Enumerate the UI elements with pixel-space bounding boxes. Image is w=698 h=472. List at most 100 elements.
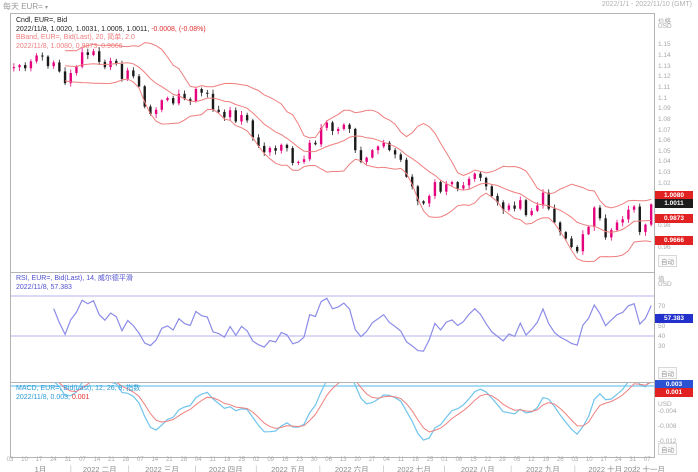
day-tick-label: 06 [325,457,332,463]
month-separator: | [382,464,385,472]
auto-scale-button[interactable]: 自动 [658,255,677,267]
price-tick-label: 1.02 [658,179,671,187]
price-tick-label: 0.98 [658,222,671,230]
price-axis-unit: USD [658,23,672,30]
pane-separator[interactable] [11,272,654,273]
auto-scale-button[interactable]: 自动 [658,367,677,379]
month-label: 2022 四月 [208,465,243,472]
bollinger-upper-line [65,42,652,209]
plot-area: Cndl, EUR=, Bid 2022/11/8, 1.0020, 1.003… [10,13,655,458]
pane-separator[interactable] [11,382,654,383]
day-tick-label: 31 [64,457,72,463]
price-tick-label: 1.15 [658,41,671,49]
auto-scale-button[interactable]: 自动 [658,443,677,455]
month-separator: | [255,464,258,472]
interval-symbol-selector[interactable]: 每天 EUR= ▾ [3,1,48,12]
candlestick-pane[interactable] [11,14,654,272]
rsi-tick-label: 30 [658,342,666,350]
day-tick-label: 04 [194,457,202,463]
day-tick-label: 17 [35,457,43,463]
day-tick-label: 30 [310,457,318,463]
price-axis-title: 价格 [658,18,671,25]
macd-axis[interactable]: USD 自动 -0.004 -0.008 -0.012 0.003 0.001 [654,380,698,456]
day-tick-label: 18 [223,457,231,463]
day-tick-label: 11 [397,457,405,463]
price-tick-label: 1.14 [658,52,671,60]
day-tick-label: 24 [614,457,622,463]
candlestick-series [12,47,653,255]
month-separator: | [318,464,321,472]
time-axis[interactable]: 03 10 17 24 31 07 14 21 28 07 14 21 28 04 11 18 25 02 09 16… [6,457,665,472]
price-tick-label: 1.11 [658,83,671,91]
day-tick-label: 20 [354,457,361,463]
rsi-axis-unit: USD [658,281,672,288]
rsi-tick-label: 50 [658,322,666,330]
month-separator: | [443,464,446,472]
macd-tick-label: -0.012 [658,437,677,445]
price-badge: 0.001 [655,387,693,397]
day-tick-label: 28 [180,457,188,463]
day-tick-label: 24 [50,457,57,463]
day-tick-label: 10 [21,457,28,463]
day-tick-label: 14 [151,457,159,463]
macd-signal-line [58,383,651,433]
month-separator: | [194,464,197,472]
month-separator: | [510,464,513,472]
price-tick-label: 1.09 [658,105,671,113]
rsi-tick-label: 40 [658,332,666,340]
day-tick-label: 16 [281,457,289,463]
rsi-axis[interactable]: 值 USD 自动 706050403057.383 [654,271,698,381]
price-badge: 1.0080 [655,191,693,201]
day-tick-label: 03 [6,457,14,463]
day-tick-label: 07 [136,457,144,463]
price-badge: 0.003 [655,380,693,390]
interval-symbol-label: 每天 EUR= [3,2,43,11]
day-tick-label: 14 [93,457,101,463]
month-separator: | [69,464,72,472]
day-tick-label: 27 [368,457,376,463]
day-tick-label: 04 [383,457,390,463]
price-axis[interactable]: 价格 USD 自动 1.15 1.14 1.13 1.12 1.11 1.1 1.09 1.0… [654,13,698,271]
day-tick-label: 10 [585,457,593,463]
macd-axis-unit: USD [658,401,672,408]
rsi-axis-title: 值 [658,276,665,283]
price-tick-label: 1.1 [658,94,668,102]
month-separator: | [573,464,576,472]
day-tick-label: 12 [528,457,535,463]
price-tick-label: 1.07 [658,126,671,134]
day-tick-label: 11 [209,457,216,463]
price-badge: 0.9666 [655,235,693,245]
macd-pane[interactable] [11,383,654,457]
day-tick-label: 03 [571,457,579,463]
month-label: 2022 十月 [588,465,623,472]
day-tick-label: 15 [470,457,477,463]
rsi-tick-label: 70 [658,302,666,310]
day-tick-label: 09 [267,457,275,463]
price-tick-label: 1.12 [658,73,671,81]
date-range-label: 2022/1/1 - 2022/11/10 (GMT) [601,1,692,8]
day-tick-label: 01 [441,457,448,463]
day-tick-label: 21 [108,457,115,463]
bollinger-lower-line [64,78,652,263]
day-tick-label: 23 [296,457,303,463]
price-badge: 1.0011 [655,198,693,208]
day-tick-label: 05 [513,457,521,463]
day-tick-label: 02 [252,457,260,463]
day-tick-label: 21 [165,457,173,463]
price-tick-label: 1.05 [658,147,671,155]
rsi-pane[interactable] [11,273,654,382]
month-label: 2022 五月 [271,465,305,472]
day-tick-label: 13 [339,457,347,463]
month-separator: | [634,464,637,472]
day-tick-label: 31 [629,457,637,463]
price-tick-label: 1.03 [658,169,671,177]
day-tick-label: 07 [79,457,86,463]
day-tick-label: 08 [455,457,463,463]
bollinger-middle-line [65,62,652,233]
price-tick-label: 0.96 [658,243,671,251]
price-tick-label: 1.04 [658,158,671,166]
macd-tick-label: -0.008 [658,422,677,430]
month-label: 2022 三月 [145,465,179,472]
day-tick-label: 25 [426,457,434,463]
